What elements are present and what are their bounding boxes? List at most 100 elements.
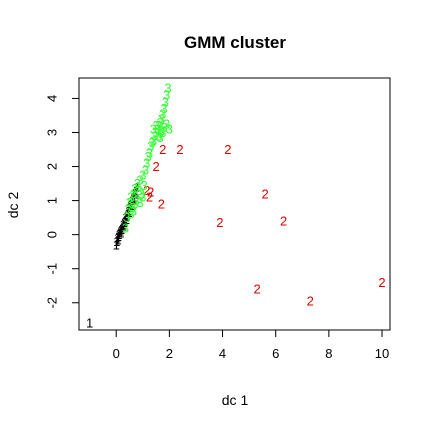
data-point-cluster-3: 3 xyxy=(155,118,162,133)
x-tick-label: 4 xyxy=(219,346,226,361)
data-point-cluster-2: 2 xyxy=(280,214,287,229)
data-point-cluster-3: 3 xyxy=(135,183,142,198)
data-point-cluster-3: 3 xyxy=(160,120,167,135)
data-point-cluster-3: 3 xyxy=(131,197,138,212)
data-point-cluster-3: 3 xyxy=(158,111,165,126)
data-point-cluster-3: 3 xyxy=(148,135,155,150)
data-point-cluster-1: 1 xyxy=(117,224,124,239)
data-point-cluster-3: 3 xyxy=(150,122,157,137)
x-tick-label: 0 xyxy=(113,346,120,361)
x-axis-label: dc 1 xyxy=(222,392,249,408)
y-tick-label: 0 xyxy=(45,231,60,238)
y-tick-label: -2 xyxy=(45,297,60,309)
data-point-cluster-3: 3 xyxy=(138,186,145,201)
data-point-cluster-2: 2 xyxy=(143,183,150,198)
y-axis-label: dc 2 xyxy=(5,192,21,219)
data-point-cluster-2: 2 xyxy=(158,197,165,212)
data-point-cluster-3: 3 xyxy=(146,145,153,160)
data-point-cluster-3: 3 xyxy=(163,116,170,131)
data-point-cluster-2: 2 xyxy=(176,142,183,157)
data-point-cluster-3: 3 xyxy=(137,195,144,210)
data-point-cluster-3: 3 xyxy=(127,190,134,205)
data-point-cluster-2: 2 xyxy=(224,142,231,157)
data-point-cluster-1: 1 xyxy=(125,203,132,218)
data-point-cluster-1: 1 xyxy=(114,232,121,247)
data-point-cluster-3: 3 xyxy=(152,125,159,140)
data-point-cluster-3: 3 xyxy=(129,200,136,215)
data-point-cluster-2: 2 xyxy=(253,282,260,297)
y-tick-label: -1 xyxy=(45,263,60,275)
x-axis: 0 2 4 6 8 10 xyxy=(113,329,389,361)
data-point-cluster-2: 2 xyxy=(147,185,154,200)
y-tick-label: 4 xyxy=(45,95,60,102)
data-point-cluster-3: 3 xyxy=(137,173,144,188)
data-point-cluster-3: 3 xyxy=(131,181,138,196)
data-point-cluster-3: 3 xyxy=(143,156,150,171)
data-point-cluster-1: 1 xyxy=(120,219,127,234)
data-point-cluster-1: 1 xyxy=(127,197,134,212)
x-tick-label: 10 xyxy=(375,346,389,361)
data-point-cluster-1: 1 xyxy=(129,191,136,206)
data-point-cluster-3: 3 xyxy=(127,207,134,222)
data-point-cluster-1: 1 xyxy=(113,234,120,249)
data-point-cluster-1: 1 xyxy=(115,229,122,244)
data-point-cluster-3: 3 xyxy=(130,203,137,218)
data-point-cluster-3: 3 xyxy=(133,193,140,208)
data-point-cluster-3: 3 xyxy=(158,123,165,138)
data-point-cluster-1: 1 xyxy=(124,207,131,222)
data-point-cluster-1: 1 xyxy=(127,198,134,213)
data-point-cluster-3: 3 xyxy=(142,162,149,177)
data-point-cluster-1: 1 xyxy=(126,200,133,215)
data-point-cluster-3: 3 xyxy=(159,106,166,121)
data-point-cluster-3: 3 xyxy=(141,178,148,193)
data-point-cluster-2: 2 xyxy=(378,275,385,290)
data-point-cluster-3: 3 xyxy=(130,186,137,201)
data-point-cluster-1: 1 xyxy=(131,186,138,201)
data-point-cluster-2: 2 xyxy=(216,215,223,230)
data-point-cluster-1: 1 xyxy=(120,217,127,232)
data-point-cluster-2: 2 xyxy=(261,186,268,201)
data-point-cluster-2: 2 xyxy=(152,159,159,174)
data-point-cluster-3: 3 xyxy=(164,81,171,96)
data-point-cluster-3: 3 xyxy=(163,88,170,103)
data-point-cluster-1: 1 xyxy=(121,214,128,229)
data-point-cluster-1: 1 xyxy=(121,215,128,230)
data-point-cluster-3: 3 xyxy=(147,139,154,154)
data-point-cluster-1: 1 xyxy=(86,316,93,331)
x-tick-label: 2 xyxy=(166,346,173,361)
data-point-cluster-1: 1 xyxy=(117,225,124,240)
data-point-cluster-3: 3 xyxy=(151,128,158,143)
data-point-cluster-2: 2 xyxy=(159,142,166,157)
x-tick-label: 6 xyxy=(272,346,279,361)
data-point-cluster-1: 1 xyxy=(130,190,137,205)
data-point-cluster-3: 3 xyxy=(150,134,157,149)
data-point-cluster-3: 3 xyxy=(159,125,166,140)
y-tick-label: 2 xyxy=(45,163,60,170)
chart-title: GMM cluster xyxy=(184,33,286,52)
data-point-cluster-3: 3 xyxy=(123,210,130,225)
data-point-cluster-1: 1 xyxy=(113,237,120,252)
data-point-cluster-2: 2 xyxy=(146,190,153,205)
data-point-cluster-3: 3 xyxy=(156,130,163,145)
data-point-cluster-1: 1 xyxy=(129,193,136,208)
data-point-cluster-3: 3 xyxy=(154,122,161,137)
x-tick-label: 8 xyxy=(325,346,332,361)
data-points: 1111111111111111111111111111111111222222… xyxy=(86,81,386,331)
data-point-cluster-1: 1 xyxy=(118,222,125,237)
data-point-cluster-3: 3 xyxy=(122,220,129,235)
data-point-cluster-1: 1 xyxy=(123,208,130,223)
data-point-cluster-3: 3 xyxy=(160,101,167,116)
data-point-cluster-3: 3 xyxy=(144,149,151,164)
data-point-cluster-3: 3 xyxy=(155,128,162,143)
y-tick-label: 3 xyxy=(45,129,60,136)
data-point-cluster-1: 1 xyxy=(123,212,130,227)
data-point-cluster-3: 3 xyxy=(152,118,159,133)
y-axis: -2 -1 0 1 2 3 4 xyxy=(45,95,80,309)
data-point-cluster-1: 1 xyxy=(119,220,126,235)
data-point-cluster-3: 3 xyxy=(139,168,146,183)
data-point-cluster-1: 1 xyxy=(122,210,129,225)
data-point-cluster-1: 1 xyxy=(116,225,123,240)
data-point-cluster-1: 1 xyxy=(133,183,140,198)
data-point-cluster-1: 1 xyxy=(125,205,132,220)
